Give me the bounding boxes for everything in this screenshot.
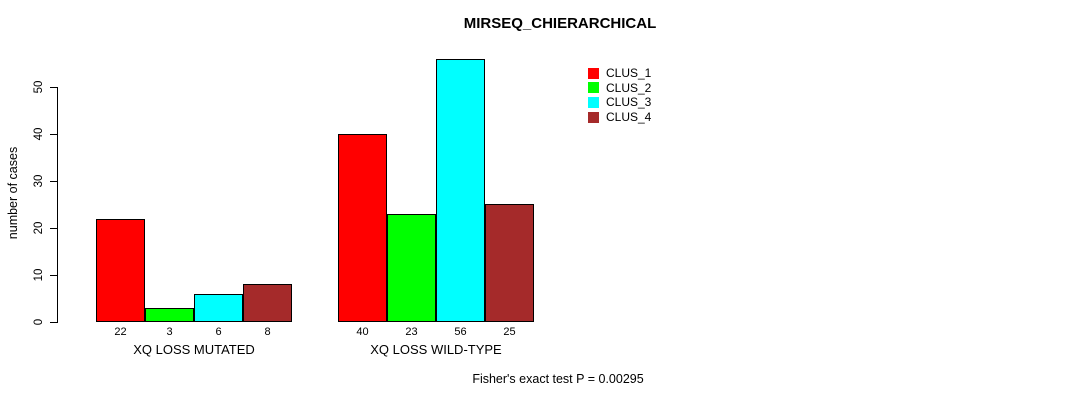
group-label-wild-type: XQ LOSS WILD-TYPE — [370, 342, 502, 357]
bar-value-label: 40 — [356, 326, 369, 338]
bar-clus_2-wild-type — [387, 214, 436, 322]
y-tick-label: 30 — [33, 174, 45, 188]
y-axis-label: number of cases — [6, 146, 20, 240]
y-tick — [50, 274, 57, 276]
legend-label: CLUS_1 — [606, 66, 652, 81]
bar-clus_4-wild-type — [485, 204, 534, 322]
y-tick-label: 0 — [33, 318, 45, 326]
bar-value-label: 3 — [166, 326, 173, 338]
legend-item-clus_1: CLUS_1 — [588, 66, 651, 81]
legend-label: CLUS_4 — [606, 110, 652, 125]
legend-label: CLUS_2 — [606, 80, 652, 95]
legend-item-clus_4: CLUS_4 — [588, 110, 651, 125]
y-tick — [50, 321, 57, 323]
bar-clus_2-mutated — [145, 308, 194, 322]
y-tick-label: 40 — [33, 127, 45, 141]
legend-item-clus_3: CLUS_3 — [588, 95, 651, 110]
y-tick-label: 50 — [33, 80, 45, 94]
y-tick-label: 10 — [33, 268, 45, 282]
legend-swatch-icon — [588, 82, 599, 94]
annotation-fisher-test: Fisher's exact test P = 0.00295 — [472, 372, 644, 386]
chart-title: MIRSEQ_CHIERARCHICAL — [463, 15, 657, 32]
bar-clus_1-wild-type — [338, 134, 387, 322]
legend-swatch-icon — [588, 67, 599, 79]
legend-label: CLUS_3 — [606, 95, 652, 110]
legend: CLUS_1 CLUS_2 CLUS_3 CLUS_4 — [588, 66, 651, 124]
y-tick — [50, 86, 57, 88]
y-tick — [50, 227, 57, 229]
bar-value-label: 6 — [215, 326, 222, 338]
group-label-mutated: XQ LOSS MUTATED — [133, 342, 255, 357]
legend-item-clus_2: CLUS_2 — [588, 81, 651, 96]
y-axis-line — [57, 87, 58, 323]
y-tick — [50, 133, 57, 135]
bar-value-label: 23 — [405, 326, 418, 338]
bar-value-label: 56 — [454, 326, 467, 338]
bar-clus_3-wild-type — [436, 59, 485, 322]
y-tick-label: 20 — [33, 221, 45, 235]
bar-value-label: 8 — [264, 326, 271, 338]
legend-swatch-icon — [588, 111, 599, 123]
bar-clus_4-mutated — [243, 284, 292, 322]
bar-clus_1-mutated — [96, 219, 145, 322]
bar-value-label: 22 — [114, 326, 127, 338]
legend-swatch-icon — [588, 96, 599, 108]
y-tick — [50, 180, 57, 182]
bar-clus_3-mutated — [194, 294, 243, 322]
bar-value-label: 25 — [503, 326, 516, 338]
